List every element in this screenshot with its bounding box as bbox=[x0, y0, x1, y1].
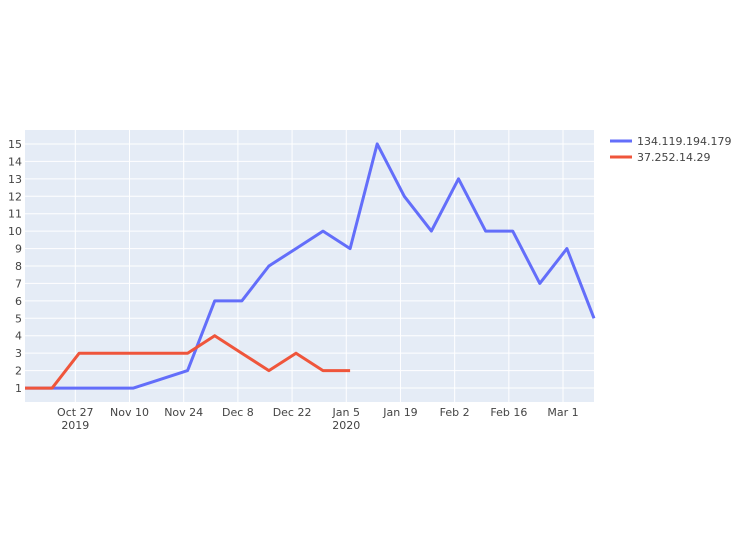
legend-label-2: 37.252.14.29 bbox=[637, 151, 710, 164]
y-tick-label: 1 bbox=[15, 382, 22, 395]
series-line-1 bbox=[25, 142, 596, 390]
x-tick-label: Dec 8 bbox=[222, 406, 254, 419]
legend-label-1: 134.119.194.179 bbox=[637, 135, 731, 148]
y-tick-label: 12 bbox=[8, 190, 22, 203]
y-tick-label: 4 bbox=[15, 330, 22, 343]
y-tick-label: 9 bbox=[15, 243, 22, 256]
y-tick-label: 6 bbox=[15, 295, 22, 308]
x-tick-label: Mar 1 bbox=[547, 406, 578, 419]
x-tick-label: Nov 10 bbox=[110, 406, 149, 419]
series-line-2 bbox=[25, 334, 351, 390]
y-tick-label: 3 bbox=[15, 347, 22, 360]
y-tick-label: 15 bbox=[8, 138, 22, 151]
x-tick-label: Oct 27 bbox=[57, 406, 94, 419]
x-tick-label: Dec 22 bbox=[273, 406, 312, 419]
x-tick-label: Jan 19 bbox=[382, 406, 417, 419]
y-tick-label: 10 bbox=[8, 225, 22, 238]
x-tick-label: Nov 24 bbox=[164, 406, 203, 419]
y-tick-label: 8 bbox=[15, 260, 22, 273]
x-tick-year-label: 2020 bbox=[332, 419, 360, 432]
x-tick-year-label: 2019 bbox=[61, 419, 89, 432]
y-tick-label: 13 bbox=[8, 173, 22, 186]
y-tick-label: 2 bbox=[15, 365, 22, 378]
x-tick-label: Feb 16 bbox=[490, 406, 527, 419]
y-tick-label: 7 bbox=[15, 277, 22, 290]
x-tick-label: Feb 2 bbox=[440, 406, 470, 419]
x-tick-label: Jan 5 bbox=[332, 406, 360, 419]
y-tick-label: 5 bbox=[15, 312, 22, 325]
y-tick-label: 14 bbox=[8, 155, 22, 168]
y-tick-label: 11 bbox=[8, 208, 22, 221]
